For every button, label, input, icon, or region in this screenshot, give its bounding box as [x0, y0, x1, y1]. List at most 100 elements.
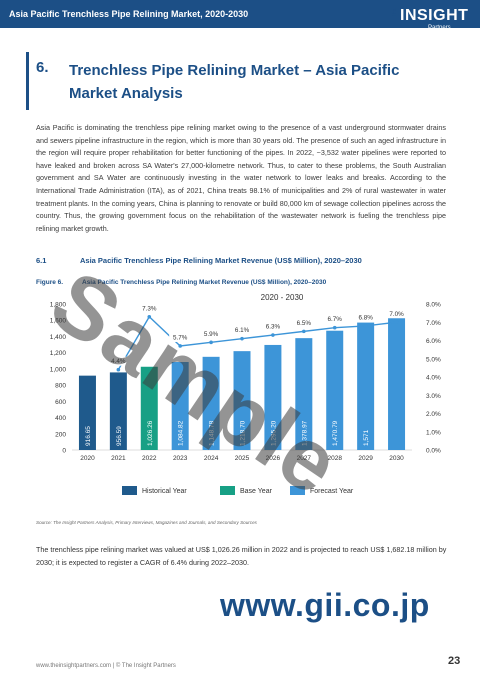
y2-tick-label: 2.0% — [426, 411, 441, 418]
legend-label: Historical Year — [142, 488, 187, 495]
growth-label: 7.0% — [389, 311, 404, 318]
legend-label: Base Year — [240, 488, 273, 495]
growth-label: 6.1% — [235, 327, 250, 334]
figure-number: Figure 6. — [36, 279, 64, 286]
bar-2024 — [202, 356, 220, 450]
growth-label-bg — [261, 322, 284, 332]
x-tick-label: 2021 — [111, 455, 126, 462]
x-tick-label: 2030 — [389, 455, 404, 462]
bar-2030 — [388, 313, 406, 450]
x-tick-label: 2029 — [358, 455, 373, 462]
growth-point-2024 — [209, 340, 213, 345]
subsection-heading: 6.1 Asia Pacific Trenchless Pipe Relining… — [36, 256, 362, 265]
bar-value-label: 1,378.97 — [301, 420, 308, 446]
logo-sub: Partners — [428, 25, 451, 31]
revenue-chart: 2020 - 2030 0 200 400 600 800 1,000 1,200 1,400 1… — [50, 293, 441, 495]
y-tick-label: 1,200 — [50, 350, 67, 357]
growth-label-bg — [385, 309, 408, 319]
growth-label-bg — [231, 325, 253, 335]
y2-tick-label: 1.0% — [426, 429, 441, 436]
figure-caption-text: Asia Pacific Trenchless Pipe Relining Ma… — [82, 279, 327, 286]
bar-value-label: 1,026.26 — [147, 420, 154, 446]
bar-value-label: 956.59 — [116, 426, 123, 446]
bar-2029 — [357, 322, 375, 450]
y2-tick-label: 0.0% — [426, 448, 441, 455]
y-tick-label: 1,000 — [50, 366, 67, 373]
growth-label-bg — [200, 329, 223, 339]
y2-tick-label: 3.0% — [426, 393, 441, 400]
y2-tick-label: 5.0% — [426, 356, 441, 363]
y-tick-label: 1,400 — [50, 334, 67, 341]
bar-2025 — [233, 351, 251, 450]
x-tick-label: 2025 — [235, 455, 250, 462]
growth-point-2030 — [394, 320, 399, 325]
y-tick-label: 200 — [55, 431, 66, 438]
growth-point-2022 — [147, 314, 152, 319]
growth-point-2023 — [178, 344, 182, 348]
x-tick-label: 2027 — [297, 455, 312, 462]
y-tick-label: 1,800 — [50, 302, 67, 309]
section-heading-border — [26, 52, 455, 110]
bar-2026 — [264, 344, 282, 450]
y-tick-label: 800 — [55, 383, 66, 390]
bar-2021 — [109, 372, 127, 450]
growth-point-2027 — [302, 329, 306, 334]
bar-value-label: 1,148.78 — [209, 420, 216, 446]
growth-label-bg — [169, 332, 192, 342]
x-tick-label: 2020 — [80, 455, 95, 462]
growth-point-2028 — [332, 325, 337, 330]
growth-label-bg — [323, 314, 346, 324]
y2-tick-label: 7.0% — [426, 320, 441, 327]
y2-tick-label: 6.0% — [426, 338, 441, 345]
growth-label-bg — [138, 303, 161, 313]
x-tick-label: 2022 — [142, 455, 157, 462]
figure-caption: Figure 6. Asia Pacific Trenchless Pipe Re… — [36, 279, 326, 286]
legend-swatch-1 — [220, 486, 235, 495]
growth-label: 4.4% — [111, 358, 126, 365]
x-tick-label: 2028 — [327, 455, 342, 462]
growth-label-bg — [292, 318, 315, 328]
x-tick-label: 2024 — [204, 455, 219, 462]
x-tick-label: 2023 — [173, 455, 188, 462]
legend-swatch-0 — [122, 486, 137, 495]
insight-partners-logo: The INSIGHT Partners — [392, 3, 472, 35]
section-heading: 6. Trenchless Pipe Relining Market – Asi… — [26, 56, 456, 106]
section-number: 6. — [36, 59, 49, 76]
subsection-title: Asia Pacific Trenchless Pipe Relining Ma… — [80, 256, 362, 265]
bar-value-label: 1,218.70 — [240, 420, 247, 446]
growth-point-2025 — [240, 336, 244, 341]
chart-title: 2020 - 2030 — [261, 293, 304, 302]
growth-label-bg — [107, 356, 130, 366]
y2-tick-label: 8.0% — [426, 302, 441, 309]
y2-tick-label: 4.0% — [426, 375, 441, 382]
report-header-title: Asia Pacific Trenchless Pipe Relining Ma… — [9, 9, 249, 19]
bar-value-label: 1,470.79 — [332, 420, 339, 446]
legend-swatch-2 — [290, 486, 305, 495]
growth-label: 6.7% — [328, 316, 343, 323]
bar-2022 — [140, 366, 158, 450]
bar-2020 — [78, 375, 96, 450]
page-number: 23 — [448, 655, 461, 667]
gii-watermark: www.gii.co.jp — [220, 587, 430, 623]
y-tick-label: 0 — [62, 448, 66, 455]
logo-main: INSIGHT — [400, 7, 469, 24]
legend-label: Forecast Year — [310, 488, 354, 495]
source-note: Source: The Insight Partners Analysis, P… — [36, 520, 257, 525]
y-tick-label: 400 — [55, 415, 66, 422]
growth-point-2026 — [271, 333, 275, 337]
x-tick-label: 2026 — [266, 455, 281, 462]
growth-label: 6.8% — [358, 314, 373, 321]
growth-label: 5.7% — [173, 334, 188, 341]
header-bar — [0, 0, 480, 28]
growth-label: 6.3% — [266, 324, 281, 331]
bar-2028 — [326, 330, 344, 450]
growth-point-2021 — [116, 367, 121, 372]
bar-value-label: 916.65 — [85, 426, 92, 446]
summary-paragraph: The trenchless pipe relining market was … — [36, 545, 447, 567]
footer-text: www.theinsightpartners.com | © The Insig… — [36, 663, 176, 669]
subsection-number: 6.1 — [36, 256, 47, 265]
body-paragraph: Asia Pacific is dominating the trenchles… — [36, 123, 446, 233]
section-title: Trenchless Pipe Relining Market – Asia P… — [69, 62, 400, 102]
growth-label: 6.5% — [297, 320, 312, 327]
y-tick-label: 1,600 — [50, 318, 67, 325]
